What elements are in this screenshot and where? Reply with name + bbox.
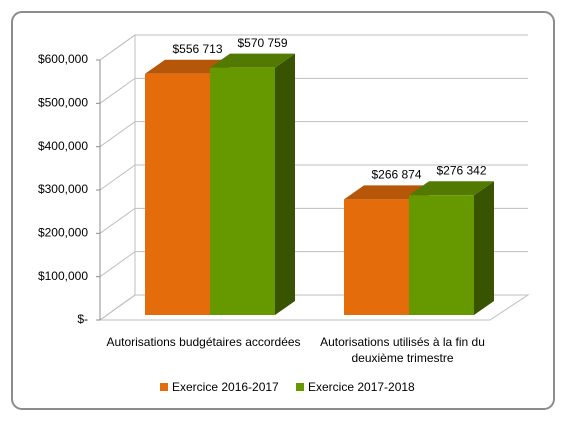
- y-tick-label: $500,000: [38, 96, 88, 110]
- bar-side: [474, 181, 494, 315]
- value-label: $276 342: [436, 163, 486, 177]
- y-tick-label: $-: [77, 312, 88, 326]
- y-tick-label: $200,000: [38, 226, 88, 240]
- bar-top: [344, 185, 429, 200]
- x-tick-label: Autorisations utilisés à la fin du deuxi…: [320, 335, 485, 365]
- bar-top: [210, 53, 295, 68]
- value-label: $556 713: [172, 42, 222, 56]
- x-tick-label: Autorisations budgétaires accordées: [106, 335, 301, 349]
- y-tick-label: $600,000: [38, 52, 88, 66]
- y-tick-label: $100,000: [38, 269, 88, 283]
- bar: [210, 67, 275, 315]
- legend-label: Exercice 2016-2017: [172, 380, 279, 394]
- y-tick-label: $400,000: [38, 139, 88, 153]
- bar-top: [409, 181, 494, 196]
- legend-label: Exercice 2017-2018: [308, 380, 415, 394]
- value-label: $266 874: [371, 168, 421, 182]
- grid-line: [99, 77, 528, 104]
- bar: [409, 195, 474, 315]
- legend-swatch: [296, 383, 304, 391]
- legend-swatch: [160, 383, 168, 391]
- grid-line: [99, 121, 528, 148]
- grid-line: [99, 164, 528, 191]
- bar-side: [275, 53, 295, 315]
- bar: [344, 199, 409, 315]
- y-tick-label: $300,000: [38, 182, 88, 196]
- grid-line: [99, 34, 528, 61]
- value-label: $570 759: [237, 36, 287, 50]
- bar-top: [145, 59, 230, 74]
- bar: [145, 73, 210, 316]
